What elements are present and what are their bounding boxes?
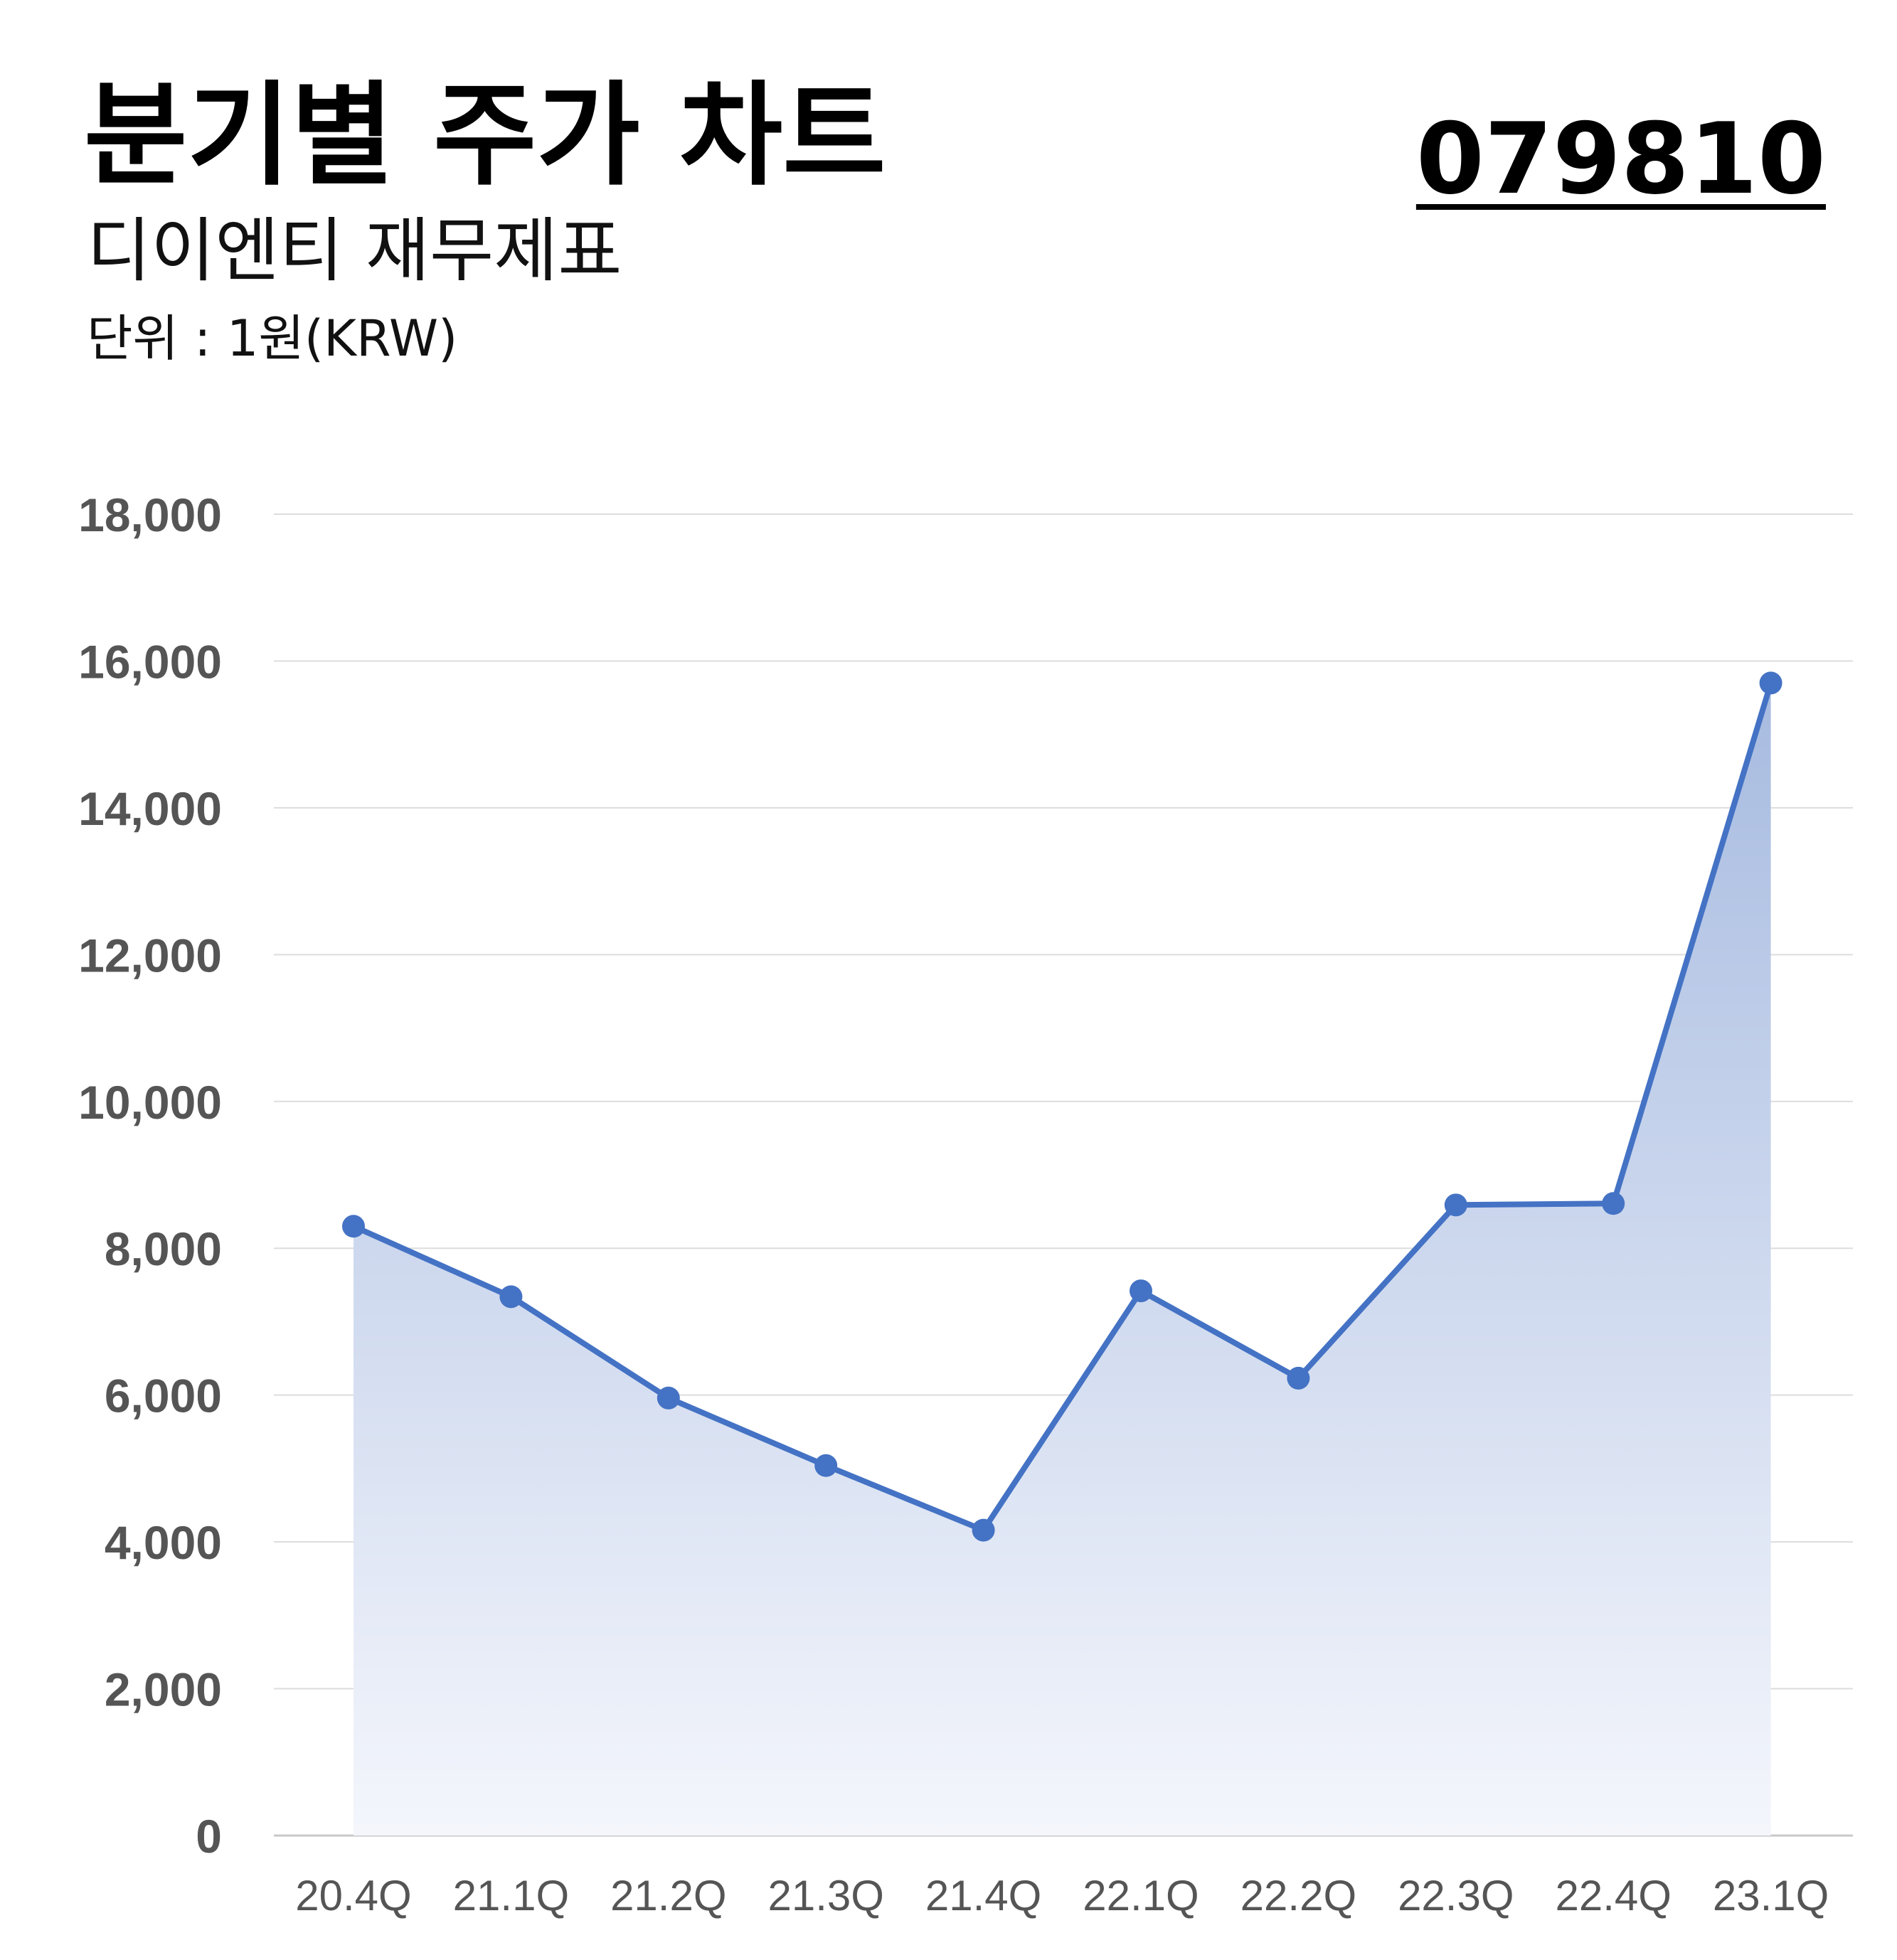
y-axis-ticks: 0 2,000 4,000 6,000 8,000 10,000 12,000 14,000 1… <box>78 489 222 1863</box>
data-point <box>657 1386 680 1410</box>
data-point <box>1287 1366 1310 1390</box>
x-axis-ticks: 20.4Q 21.1Q 21.2Q 21.3Q 21.4Q 22.1Q 22.2Q 22.3Q… <box>295 1872 1829 1919</box>
y-tick-label: 2,000 <box>105 1663 222 1716</box>
x-tick-label: 22.2Q <box>1240 1872 1356 1919</box>
y-tick-label: 6,000 <box>105 1370 222 1422</box>
chart-title: 분기별 주가 차트 <box>84 70 886 201</box>
data-point <box>1130 1279 1152 1303</box>
x-tick-label: 23.1Q <box>1713 1872 1829 1919</box>
chart-subtitle: 디이엔티 재무제표 <box>87 211 622 292</box>
y-tick-label: 4,000 <box>105 1516 222 1569</box>
price-line <box>352 682 1774 1533</box>
x-tick-label: 20.4Q <box>295 1872 411 1919</box>
y-tick-label: 18,000 <box>78 489 222 541</box>
x-tick-label: 21.1Q <box>453 1872 569 1919</box>
y-tick-label: 8,000 <box>105 1223 222 1275</box>
x-tick-label: 21.2Q <box>610 1872 726 1919</box>
data-point <box>972 1518 995 1542</box>
y-tick-label: 0 <box>196 1810 222 1863</box>
y-tick-label: 10,000 <box>78 1076 222 1129</box>
data-points <box>342 671 1782 1542</box>
data-point <box>1602 1192 1625 1215</box>
data-point <box>814 1454 838 1477</box>
data-point <box>342 1215 365 1238</box>
x-tick-label: 22.4Q <box>1555 1872 1671 1919</box>
x-tick-label: 21.4Q <box>925 1872 1041 1919</box>
x-tick-label: 21.3Q <box>767 1872 883 1919</box>
stock-code: 079810 <box>1415 102 1826 216</box>
x-tick-label: 22.1Q <box>1083 1872 1199 1919</box>
y-tick-label: 14,000 <box>78 782 222 835</box>
y-tick-label: 16,000 <box>78 635 222 688</box>
unit-label: 단위 : 1원(KRW) <box>87 309 458 368</box>
price-area <box>354 683 1771 1836</box>
x-tick-label: 22.3Q <box>1398 1872 1514 1919</box>
y-tick-label: 12,000 <box>78 929 222 981</box>
data-point <box>1759 671 1782 695</box>
data-point <box>499 1285 523 1309</box>
data-point <box>1444 1193 1467 1217</box>
